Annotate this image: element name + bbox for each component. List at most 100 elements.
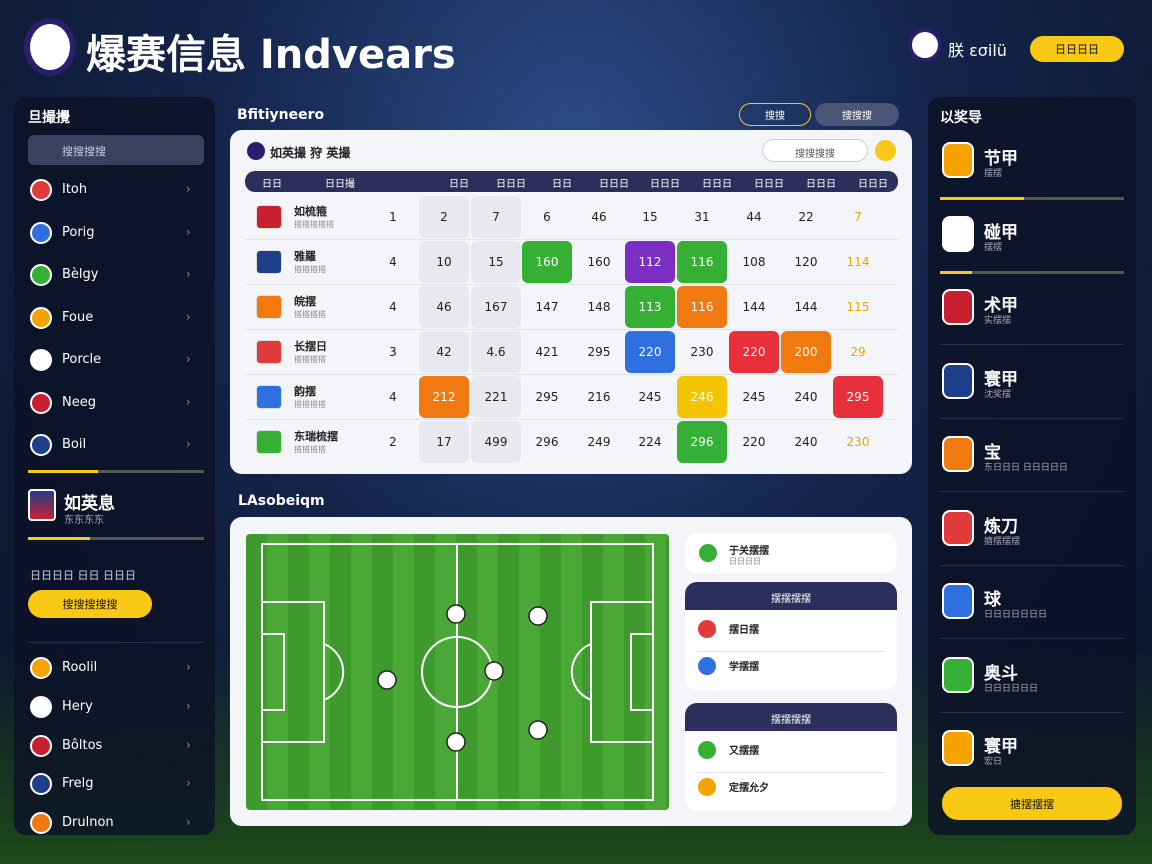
team-name[interactable]: Itoh [62,182,88,197]
league-sub: 日日日日日日 [984,683,1039,694]
right-button[interactable]: 搪摆摆摆 [942,787,1122,820]
row-separator [245,239,898,240]
table-cell: 29 [850,345,866,359]
search-box[interactable]: 搜搜搜搜 [28,135,204,165]
table-cell: 240 [794,390,818,404]
league-name[interactable]: 宝 [984,443,1001,463]
table-cell: 249 [587,435,611,449]
table-cell: 295 [833,376,883,418]
chevron: › [186,437,191,451]
league-name[interactable]: 节甲 [984,149,1018,169]
search-box[interactable]: 搜搜搜搜 [762,139,868,162]
table-cell: 116 [677,241,727,283]
table-cell: 10 [419,241,469,283]
league-badge [942,436,974,472]
table-cell: 4.6 [471,331,521,373]
match-group: 摆摆摆摆摆日摆学摆摆 [685,582,897,690]
separator [940,197,1124,200]
team-name[interactable]: Porig [62,224,95,240]
team-flag [30,434,52,456]
team-sub: 搭搭搭搭 [294,400,326,409]
group-header: 摆摆摆摆 [685,582,897,610]
team-name: 长摆日 [294,340,327,353]
table-cell: 221 [471,376,521,418]
team-flag [30,306,52,329]
team-name[interactable]: Porcle [62,352,102,367]
match-sub: 日日日日 [729,557,761,566]
team-name[interactable]: Bôltos [62,737,103,753]
left-button[interactable]: 搜搜搜搜搜 [28,590,152,618]
chevron: › [186,267,191,281]
table-cell: 296 [677,421,727,463]
league-name[interactable]: 碰甲 [984,222,1018,243]
table-cell: 4 [389,255,397,269]
league-badge [942,730,974,766]
column-header: 日日 [552,179,572,190]
team-name[interactable]: Foue [62,309,94,325]
separator [28,642,204,643]
progress-fill [28,470,98,473]
match-item[interactable]: 摆日摆 [729,625,759,636]
chevron: › [186,352,191,366]
league-sub: 日日日日日日日 [984,610,1048,620]
league-name[interactable]: 寰甲 [984,369,1018,390]
table-cell: 421 [535,345,559,359]
team-name[interactable]: Bèlgy [62,267,99,282]
league-name[interactable]: 奥斗 [984,663,1018,684]
table-cell: 295 [587,345,611,359]
team-name[interactable]: Boil [62,437,87,452]
column-header: 日日日 [599,179,629,190]
team-name[interactable]: Frelg [62,776,94,792]
table-cell: 15 [642,210,658,224]
table-cell: 22 [798,210,814,224]
tab[interactable]: 搜搜 [739,103,811,126]
separator [940,270,1124,274]
league-name[interactable]: 炼刀 [984,516,1018,537]
table-cell: 200 [781,331,831,373]
section-title: Bfitiyneero [237,107,325,123]
featured-sub: 东东东东 [64,515,104,526]
table-cell: 224 [638,435,662,449]
separator [697,651,885,652]
match-item[interactable]: 学摆摆 [729,662,759,673]
search-button[interactable] [875,140,896,161]
chevron: › [186,698,191,713]
league-badge [942,215,974,252]
column-header: 日日日 [650,179,680,190]
column-header: 日日 [449,179,469,190]
row-separator [245,374,898,375]
table-cell: 120 [794,255,818,269]
header-button[interactable]: 日日日日 [1030,36,1124,62]
team-name[interactable]: Hery [62,698,93,714]
match-name: 于关摆摆 [729,546,769,557]
app-title: 爆赛信息 Indvears [86,32,456,78]
league-sub: 实摆摆 [984,316,1012,326]
table-cell: 31 [694,210,710,224]
team-name: 如梳箍 [294,205,327,218]
team-name[interactable]: Drulnon [62,815,114,831]
separator [940,638,1124,639]
team-flag [256,430,282,454]
team-flag [30,812,52,835]
league-name[interactable]: 寰甲 [984,737,1018,757]
team-name: 韵摆 [294,385,316,398]
league-badge [942,362,974,399]
team-name[interactable]: Neeg [62,394,96,410]
table-cell: 114 [846,255,870,269]
league-name[interactable]: 球 [984,590,1001,610]
match-item[interactable]: 定摆允夕 [729,783,769,794]
match-item[interactable]: 又摆摆 [729,746,759,757]
team-flag [697,619,717,639]
tab[interactable]: 搜搜搜 [815,103,899,126]
table-cell: 46 [419,286,469,328]
table-cell: 147 [535,300,559,314]
league-badge [942,289,974,325]
left-panel: 旦撮攪 搜搜搜搜 Itoh › Porig › Bèlgy › Foue › Porcle › Neeg… [14,97,215,835]
table-header: 日日 日日撮 日日 日日日 日日 日日日 日日日 日日日 日日日 日日日 日日日 [245,171,898,192]
table-cell: 220 [625,331,675,373]
table-cell: 144 [794,300,818,314]
league-name[interactable]: 术甲 [984,296,1018,316]
note: 日日日日 日日 日日日 [30,569,136,582]
progress-fill [28,537,90,540]
team-name[interactable]: Roolil [62,660,98,675]
